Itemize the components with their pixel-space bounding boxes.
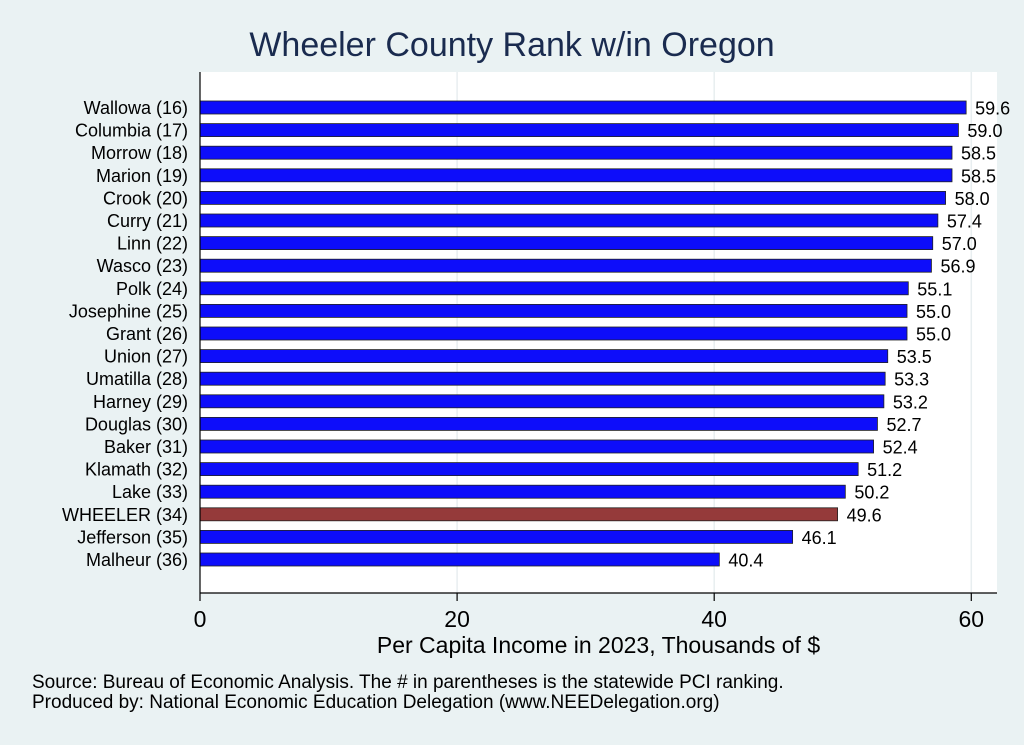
value-label: 58.0 (955, 189, 990, 209)
bar (199, 258, 932, 273)
value-labels: 59.659.0 58.558.5 58.0 57.457.0 56.955.1 55.0… (728, 99, 1010, 571)
bar (199, 349, 889, 364)
bar (199, 416, 878, 431)
value-label: 49.6 (847, 505, 882, 525)
category-label: Grant (26) (106, 324, 188, 344)
value-label: 50.2 (854, 483, 889, 503)
category-label: Umatilla (28) (86, 369, 188, 389)
category-label: Linn (22) (117, 234, 188, 254)
category-label: Josephine (25) (69, 301, 188, 321)
bar (199, 168, 953, 183)
value-label: 52.4 (883, 438, 918, 458)
bar (199, 303, 908, 318)
value-label: 56.9 (940, 257, 975, 277)
category-label: Morrow (18) (91, 143, 188, 163)
bar (199, 326, 908, 341)
x-axis-label: Per Capita Income in 2023, Thousands of … (376, 632, 821, 658)
bar (199, 484, 846, 499)
value-label: 59.6 (975, 99, 1010, 119)
category-label: Curry (21) (107, 211, 188, 231)
category-label: Wallowa (16) (84, 98, 188, 118)
bar (199, 394, 885, 409)
producer-note: Produced by: National Economic Education… (32, 692, 720, 713)
bar (199, 281, 909, 296)
bar (199, 123, 959, 137)
bar (199, 145, 953, 160)
category-label: Union (27) (104, 347, 188, 367)
value-label: 55.0 (916, 302, 951, 322)
category-labels: Wallowa (16) Columbia (17)Morrow (18) Mari… (62, 98, 188, 570)
category-label: Polk (24) (116, 279, 188, 299)
x-tick-label: 60 (958, 606, 984, 632)
bar (199, 462, 859, 477)
value-label: 59.0 (967, 121, 1002, 141)
category-label: Baker (31) (104, 437, 188, 457)
value-label: 58.5 (961, 144, 996, 164)
bar (199, 507, 838, 522)
value-label: 55.0 (916, 325, 951, 345)
bar (199, 530, 794, 544)
category-label: Lake (33) (112, 482, 188, 502)
x-tick-label: 0 (194, 606, 207, 632)
category-label: Wasco (23) (97, 256, 188, 276)
category-label: Crook (20) (103, 188, 188, 208)
x-tick-label: 40 (701, 606, 727, 632)
category-label: Klamath (32) (85, 460, 188, 480)
bar (199, 100, 967, 115)
category-label: Harney (29) (93, 392, 188, 412)
category-label: Columbia (17) (75, 121, 188, 141)
category-label: Marion (19) (96, 166, 188, 186)
bar (199, 439, 874, 454)
category-label: Jefferson (35) (77, 527, 188, 547)
value-label: 40.4 (728, 551, 763, 571)
axes: 0 20 40 60 (194, 72, 997, 632)
value-label: 55.1 (917, 279, 952, 299)
value-label: 58.5 (961, 166, 996, 186)
bar (199, 213, 939, 228)
x-tick-label: 20 (444, 606, 470, 632)
category-label: Malheur (36) (86, 550, 188, 570)
value-label: 57.4 (947, 212, 982, 232)
chart-title: Wheeler County Rank w/in Oregon (249, 26, 775, 64)
value-label: 53.3 (894, 370, 929, 390)
bar (199, 236, 934, 251)
bar (199, 190, 946, 205)
value-label: 52.7 (886, 415, 921, 435)
source-note: Source: Bureau of Economic Analysis. The… (32, 672, 784, 693)
category-label: WHEELER (34) (62, 505, 188, 525)
value-label: 53.5 (897, 347, 932, 367)
value-label: 46.1 (802, 528, 837, 548)
bar (199, 552, 720, 567)
category-label: Douglas (30) (85, 414, 188, 434)
value-label: 53.2 (893, 392, 928, 412)
value-label: 51.2 (867, 460, 902, 480)
bar (199, 371, 886, 386)
value-label: 57.0 (942, 234, 977, 254)
